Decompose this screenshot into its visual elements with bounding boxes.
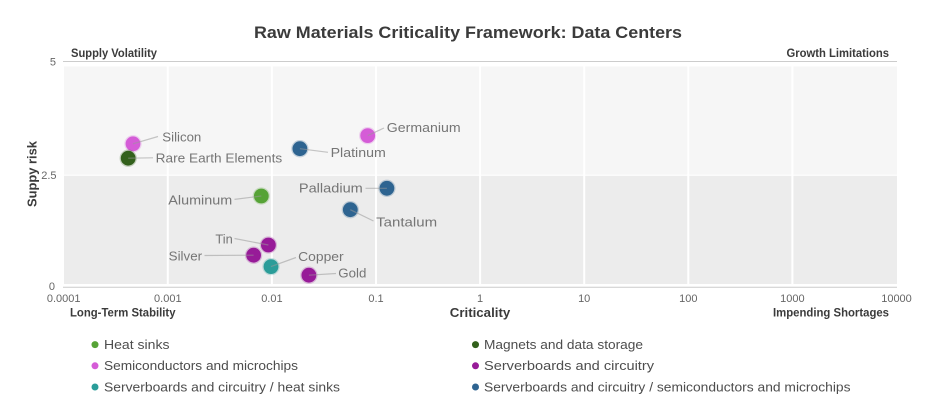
svg-text:0.01: 0.01	[261, 293, 282, 305]
svg-text:Magnets and data storage: Magnets and data storage	[484, 338, 643, 352]
svg-text:Gold: Gold	[338, 266, 366, 281]
svg-text:10000: 10000	[881, 293, 912, 305]
svg-text:Aluminum: Aluminum	[168, 192, 232, 207]
svg-text:Criticality: Criticality	[450, 306, 511, 320]
svg-text:Growth Limitations: Growth Limitations	[787, 48, 890, 60]
svg-text:Rare Earth Elements: Rare Earth Elements	[156, 151, 283, 166]
svg-text:Semiconductors and microchips: Semiconductors and microchips	[104, 359, 298, 373]
svg-text:Long-Term Stability: Long-Term Stability	[70, 308, 176, 320]
svg-text:Copper: Copper	[298, 249, 344, 264]
svg-text:Tin: Tin	[215, 232, 232, 247]
svg-text:0.001: 0.001	[154, 293, 182, 305]
svg-text:Raw Materials Criticality Fram: Raw Materials Criticality Framework: Dat…	[254, 23, 682, 42]
svg-text:Serverboards and circuitry / s: Serverboards and circuitry / semiconduct…	[484, 380, 851, 394]
svg-text:100: 100	[679, 293, 697, 305]
svg-text:Serverboards and circuitry / h: Serverboards and circuitry / heat sinks	[104, 380, 340, 394]
svg-text:Germanium: Germanium	[387, 120, 461, 135]
svg-text:0.0001: 0.0001	[47, 293, 81, 305]
svg-text:Silicon: Silicon	[162, 129, 201, 144]
svg-text:Heat sinks: Heat sinks	[104, 338, 170, 352]
svg-text:Supply Volatility: Supply Volatility	[71, 48, 158, 60]
svg-text:0.1: 0.1	[368, 293, 383, 305]
svg-text:10: 10	[578, 293, 590, 305]
svg-text:Suppy risk: Suppy risk	[26, 141, 40, 207]
svg-text:Palladium: Palladium	[299, 181, 363, 196]
svg-text:1: 1	[477, 293, 483, 305]
svg-text:1000: 1000	[780, 293, 804, 305]
svg-text:Tantalum: Tantalum	[376, 215, 437, 230]
svg-text:Serverboards and circuitry: Serverboards and circuitry	[484, 359, 655, 373]
svg-text:5: 5	[50, 57, 56, 69]
svg-text:2.5: 2.5	[41, 170, 56, 182]
svg-text:0: 0	[49, 281, 55, 293]
svg-text:Impending Shortages: Impending Shortages	[773, 308, 889, 320]
svg-text:Silver: Silver	[169, 248, 203, 263]
svg-text:Platinum: Platinum	[331, 145, 386, 160]
